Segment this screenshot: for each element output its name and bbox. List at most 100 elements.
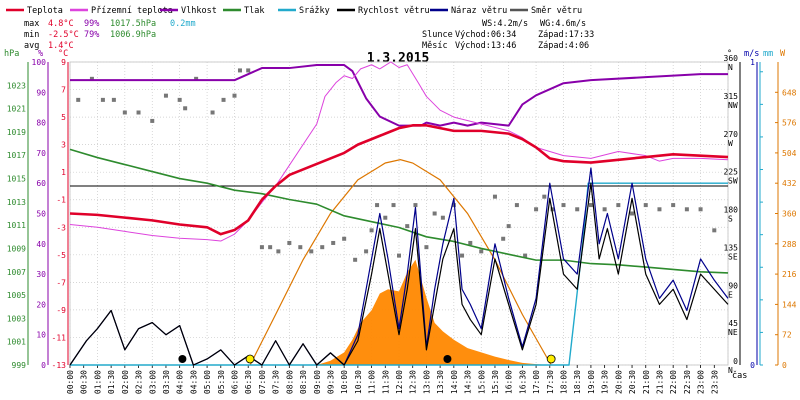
wind-direction-point-59 [698,207,703,212]
wind-direction-point-16 [259,245,264,250]
wind-direction-point-7 [163,93,168,98]
x-tick-47: 23:30 [710,370,719,394]
wind-direction-point-54 [630,211,635,216]
wind-direction-point-53 [616,203,621,208]
unit-solar: W [780,49,786,59]
wind-direction-point-35 [432,211,437,216]
solar-tick-2: 144 [782,300,797,309]
unit-wind: m/s [744,49,759,59]
pressure-tick-7: 1013 [7,198,26,207]
direction-card-1: NE [728,328,738,337]
pressure-tick-10: 1019 [7,128,26,137]
x-tick-42: 21:00 [642,370,651,394]
x-tick-41: 20:30 [628,370,637,394]
direction-deg-0: 0 [733,357,738,366]
moon-label: Měsíc [422,41,448,51]
wind-direction-point-21 [309,249,314,254]
stats-block: max 4.8°C 99% 1017.5hPa 0.2mm min -2.5°C… [24,19,196,51]
temperature-tick-7: 1 [61,168,66,177]
wind-direction-point-18 [276,249,281,254]
temperature-tick-11: 9 [61,58,66,67]
unit-direction: ° [727,49,732,59]
stats-max-label: max [24,19,39,29]
solar-tick-4: 288 [782,240,797,249]
x-tick-13: 06:30 [244,370,253,394]
wind-direction-point-55 [643,203,648,208]
temperature-tick-2: -9 [56,306,66,315]
series-line-rychlost-větru [69,182,729,366]
wind-direction-point-9 [183,106,188,111]
wind-direction-point-3 [111,97,116,102]
pressure-tick-3: 1005 [7,291,26,300]
marker-sun-1 [245,354,255,364]
x-tick-21: 10:30 [354,370,363,394]
stats-max-temp: 4.8°C [48,19,74,29]
x-tick-2: 01:00 [93,370,102,394]
solar-radiation-area [70,259,728,365]
stats-min-hum: 79% [84,30,99,40]
x-tick-18: 09:00 [313,370,322,394]
wind-direction-point-27 [369,228,374,233]
wind-direction-point-31 [397,253,401,258]
direction-card-6: W [728,139,733,148]
wind-direction-point-13 [232,93,237,98]
unit-pressure: hPa [4,49,19,59]
direction-card-8: N [728,63,733,72]
legend-label-4: Srážky [299,6,330,16]
wind-direction-point-34 [424,245,429,250]
wind-direction-point-52 [602,207,607,212]
x-tick-23: 11:30 [381,370,390,394]
wind-direction-point-45 [523,253,528,258]
temperature-tick-3: -7 [56,278,66,287]
humidity-tick-6: 60 [36,179,46,188]
pressure-tick-5: 1009 [7,244,26,253]
unit-rain: mm [763,49,773,59]
x-tick-37: 18:30 [573,370,582,394]
x-tick-25: 12:30 [409,370,418,394]
direction-deg-6: 270 [724,130,739,139]
pressure-tick-2: 1003 [7,314,26,323]
temperature-tick-10: 7 [61,86,66,95]
x-tick-1: 00:30 [80,370,89,394]
x-tick-28: 14:00 [450,370,459,394]
temperature-tick-4: -5 [56,251,66,260]
x-tick-8: 04:00 [176,370,185,394]
marker-moon-0 [178,355,187,363]
wind-direction-point-42 [501,236,506,241]
direction-deg-8: 360 [724,54,739,63]
pressure-tick-11: 1021 [7,105,26,114]
x-tick-5: 02:30 [135,370,144,394]
marker-sun-3 [546,354,556,364]
humidity-tick-8: 80 [36,119,46,128]
wind-direction-point-47 [542,194,547,199]
stats-max-press: 1017.5hPa [110,19,156,29]
direction-deg-1: 45 [728,319,738,328]
x-tick-12: 06:00 [231,370,240,394]
x-tick-7: 03:30 [162,370,171,394]
x-tick-38: 19:00 [587,370,596,394]
wind-tick-1: 1 [750,58,755,67]
x-tick-46: 23:00 [697,370,706,394]
wind-direction-point-26 [364,249,369,254]
x-tick-4: 02:00 [121,370,130,394]
x-tick-24: 12:00 [395,370,404,394]
wind-direction-point-49 [561,203,566,208]
x-tick-10: 05:00 [203,370,212,394]
x-tick-26: 13:00 [422,370,431,394]
humidity-tick-2: 20 [36,300,46,309]
x-tick-6: 03:00 [148,370,157,394]
x-tick-33: 16:30 [518,370,527,394]
wind-direction-point-10 [194,76,199,81]
wind-direction-point-58 [684,207,689,212]
humidity-tick-7: 70 [36,149,46,158]
wind-direction-point-30 [391,203,396,208]
wind-direction-point-32 [405,224,410,229]
solar-tick-1: 72 [782,331,792,340]
wind-direction-point-46 [534,207,539,212]
wind-direction-point-24 [342,236,347,241]
x-tick-39: 19:30 [601,370,610,394]
sun-set-text: Západ:17:33 [538,30,594,40]
stats-min-temp: -2.5°C [48,30,79,40]
direction-card-2: E [728,290,733,299]
legend-label-2: Vlhkost [181,6,217,16]
